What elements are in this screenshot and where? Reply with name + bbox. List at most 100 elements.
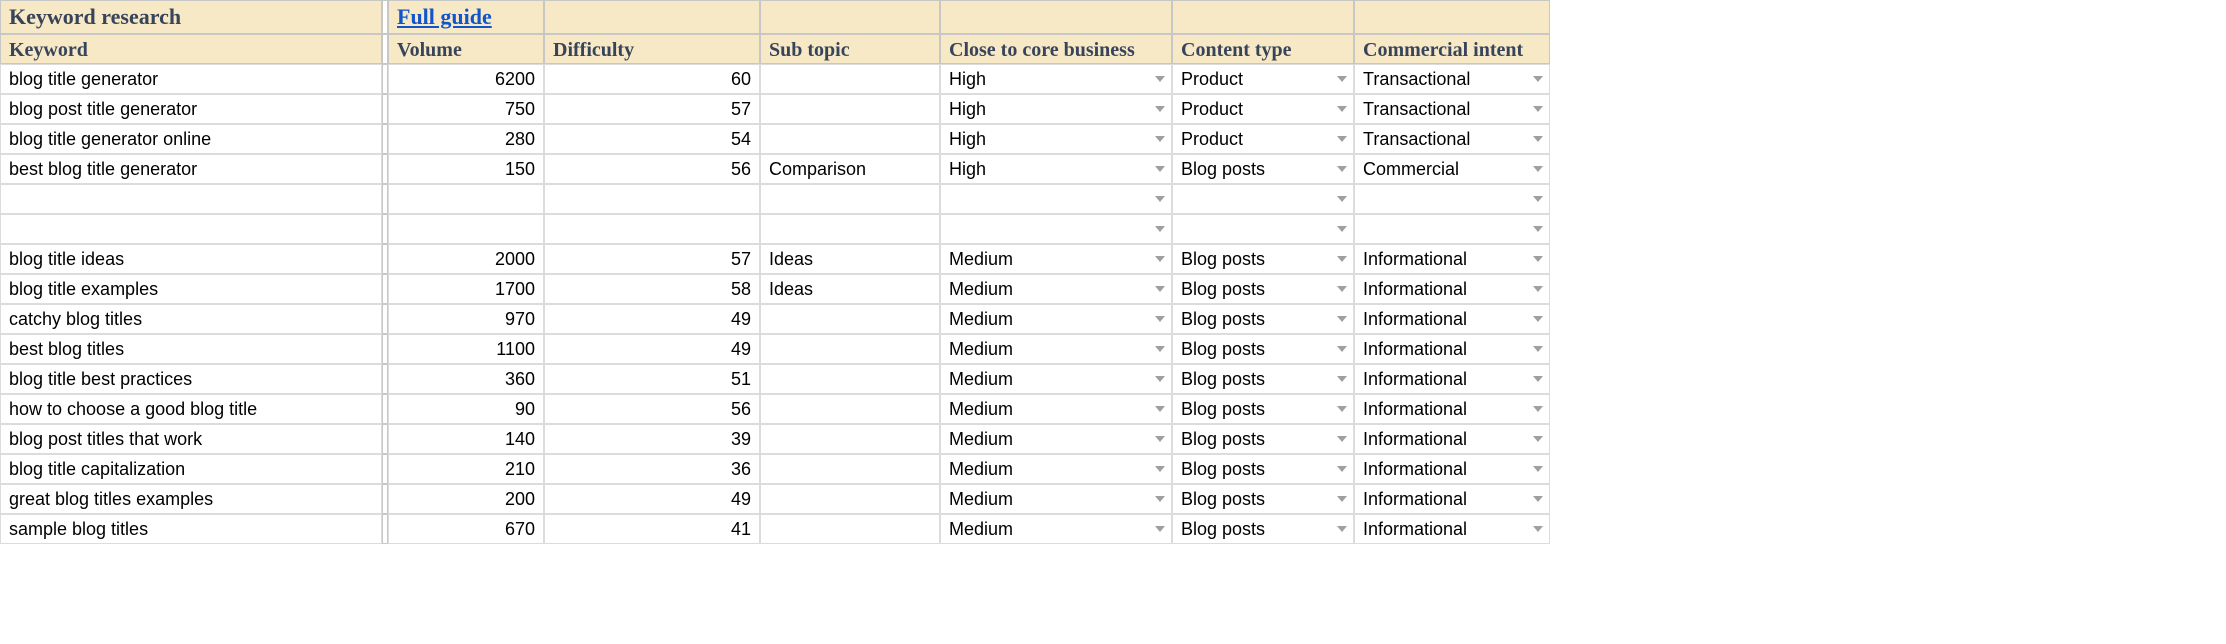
cell-difficulty[interactable]: 36: [544, 454, 760, 484]
chevron-down-icon[interactable]: [1533, 286, 1543, 292]
cell-content-type[interactable]: Blog posts: [1172, 394, 1354, 424]
chevron-down-icon[interactable]: [1533, 106, 1543, 112]
chevron-down-icon[interactable]: [1533, 376, 1543, 382]
header-empty-cell[interactable]: [940, 0, 1172, 34]
cell-commercial-intent[interactable]: Informational: [1354, 514, 1550, 544]
cell-commercial-intent[interactable]: Transactional: [1354, 124, 1550, 154]
chevron-down-icon[interactable]: [1533, 166, 1543, 172]
chevron-down-icon[interactable]: [1155, 406, 1165, 412]
chevron-down-icon[interactable]: [1155, 106, 1165, 112]
cell-close-to-core[interactable]: High: [940, 94, 1172, 124]
chevron-down-icon[interactable]: [1155, 496, 1165, 502]
cell-difficulty[interactable]: 51: [544, 364, 760, 394]
chevron-down-icon[interactable]: [1155, 436, 1165, 442]
cell-volume[interactable]: 360: [388, 364, 544, 394]
chevron-down-icon[interactable]: [1533, 136, 1543, 142]
cell-commercial-intent[interactable]: Informational: [1354, 484, 1550, 514]
cell-keyword[interactable]: blog title best practices: [0, 364, 382, 394]
cell-difficulty[interactable]: 54: [544, 124, 760, 154]
chevron-down-icon[interactable]: [1533, 406, 1543, 412]
cell-difficulty[interactable]: 57: [544, 94, 760, 124]
chevron-down-icon[interactable]: [1337, 166, 1347, 172]
chevron-down-icon[interactable]: [1337, 376, 1347, 382]
cell-commercial-intent[interactable]: Informational: [1354, 274, 1550, 304]
header-empty-cell[interactable]: [1354, 0, 1550, 34]
cell-keyword[interactable]: blog title examples: [0, 274, 382, 304]
cell-volume[interactable]: 200: [388, 484, 544, 514]
chevron-down-icon[interactable]: [1533, 196, 1543, 202]
cell-keyword[interactable]: blog title generator online: [0, 124, 382, 154]
cell-close-to-core[interactable]: High: [940, 154, 1172, 184]
cell-difficulty[interactable]: 57: [544, 244, 760, 274]
cell-keyword[interactable]: blog post titles that work: [0, 424, 382, 454]
chevron-down-icon[interactable]: [1155, 526, 1165, 532]
cell-sub-topic[interactable]: [760, 424, 940, 454]
chevron-down-icon[interactable]: [1155, 346, 1165, 352]
full-guide-link[interactable]: Full guide: [397, 4, 492, 29]
chevron-down-icon[interactable]: [1337, 136, 1347, 142]
cell-content-type[interactable]: Blog posts: [1172, 484, 1354, 514]
chevron-down-icon[interactable]: [1337, 106, 1347, 112]
cell-close-to-core[interactable]: Medium: [940, 394, 1172, 424]
cell-volume[interactable]: 1700: [388, 274, 544, 304]
chevron-down-icon[interactable]: [1533, 526, 1543, 532]
cell-difficulty[interactable]: 49: [544, 304, 760, 334]
header-empty-cell[interactable]: [544, 0, 760, 34]
chevron-down-icon[interactable]: [1337, 496, 1347, 502]
cell-sub-topic[interactable]: [760, 304, 940, 334]
col-header-keyword[interactable]: Keyword: [0, 34, 382, 64]
chevron-down-icon[interactable]: [1155, 226, 1165, 232]
cell-difficulty[interactable]: [544, 184, 760, 214]
chevron-down-icon[interactable]: [1337, 76, 1347, 82]
cell-close-to-core[interactable]: High: [940, 64, 1172, 94]
header-empty-cell[interactable]: [1172, 0, 1354, 34]
cell-content-type[interactable]: Product: [1172, 64, 1354, 94]
col-header-content-type[interactable]: Content type: [1172, 34, 1354, 64]
cell-close-to-core[interactable]: Medium: [940, 244, 1172, 274]
chevron-down-icon[interactable]: [1533, 496, 1543, 502]
cell-commercial-intent[interactable]: Informational: [1354, 454, 1550, 484]
cell-close-to-core[interactable]: Medium: [940, 514, 1172, 544]
cell-close-to-core[interactable]: Medium: [940, 454, 1172, 484]
cell-content-type[interactable]: Blog posts: [1172, 424, 1354, 454]
cell-volume[interactable]: 280: [388, 124, 544, 154]
cell-keyword[interactable]: best blog titles: [0, 334, 382, 364]
cell-content-type[interactable]: Blog posts: [1172, 304, 1354, 334]
cell-sub-topic[interactable]: [760, 514, 940, 544]
cell-commercial-intent[interactable]: [1354, 214, 1550, 244]
cell-sub-topic[interactable]: Comparison: [760, 154, 940, 184]
cell-content-type[interactable]: Blog posts: [1172, 454, 1354, 484]
cell-content-type[interactable]: Blog posts: [1172, 364, 1354, 394]
cell-volume[interactable]: 1100: [388, 334, 544, 364]
col-header-sub-topic[interactable]: Sub topic: [760, 34, 940, 64]
cell-sub-topic[interactable]: Ideas: [760, 274, 940, 304]
chevron-down-icon[interactable]: [1337, 256, 1347, 262]
chevron-down-icon[interactable]: [1155, 166, 1165, 172]
cell-close-to-core[interactable]: Medium: [940, 304, 1172, 334]
cell-close-to-core[interactable]: Medium: [940, 334, 1172, 364]
cell-content-type[interactable]: Product: [1172, 124, 1354, 154]
chevron-down-icon[interactable]: [1337, 346, 1347, 352]
cell-commercial-intent[interactable]: Transactional: [1354, 94, 1550, 124]
cell-content-type[interactable]: Blog posts: [1172, 154, 1354, 184]
chevron-down-icon[interactable]: [1155, 136, 1165, 142]
cell-close-to-core[interactable]: High: [940, 124, 1172, 154]
chevron-down-icon[interactable]: [1155, 466, 1165, 472]
cell-keyword[interactable]: [0, 214, 382, 244]
cell-volume[interactable]: 210: [388, 454, 544, 484]
chevron-down-icon[interactable]: [1155, 316, 1165, 322]
cell-volume[interactable]: [388, 184, 544, 214]
cell-difficulty[interactable]: 60: [544, 64, 760, 94]
cell-difficulty[interactable]: 49: [544, 484, 760, 514]
cell-volume[interactable]: 970: [388, 304, 544, 334]
cell-difficulty[interactable]: 56: [544, 394, 760, 424]
chevron-down-icon[interactable]: [1533, 256, 1543, 262]
chevron-down-icon[interactable]: [1155, 376, 1165, 382]
cell-difficulty[interactable]: 49: [544, 334, 760, 364]
chevron-down-icon[interactable]: [1337, 286, 1347, 292]
col-header-difficulty[interactable]: Difficulty: [544, 34, 760, 64]
cell-close-to-core[interactable]: Medium: [940, 484, 1172, 514]
cell-sub-topic[interactable]: [760, 364, 940, 394]
chevron-down-icon[interactable]: [1337, 436, 1347, 442]
chevron-down-icon[interactable]: [1155, 256, 1165, 262]
